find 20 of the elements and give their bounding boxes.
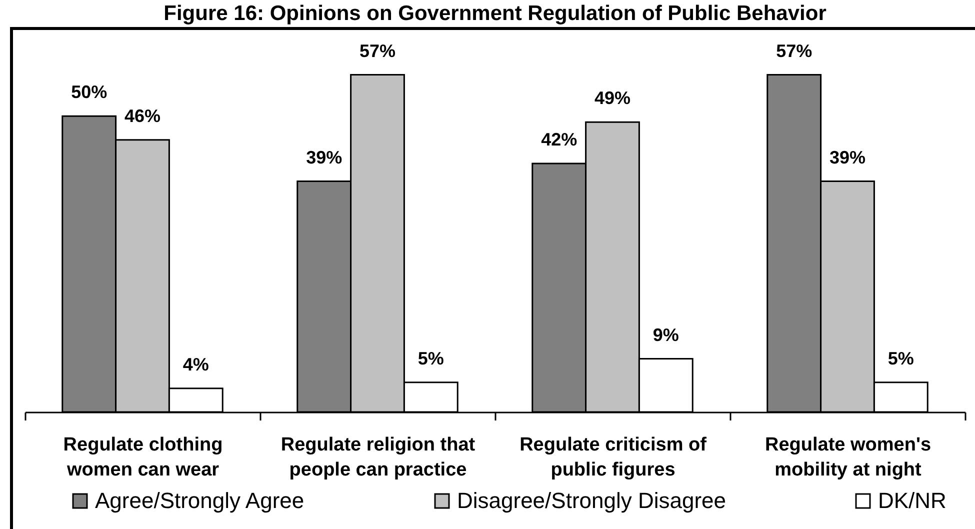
data-label: 57% bbox=[359, 40, 396, 61]
data-label: 4% bbox=[182, 354, 209, 374]
legend-label: Disagree/Strongly Disagree bbox=[457, 488, 726, 513]
data-label: 39% bbox=[306, 147, 342, 168]
data-label: 9% bbox=[652, 324, 679, 345]
data-label: 46% bbox=[124, 106, 161, 126]
data-label: 5% bbox=[888, 348, 914, 368]
data-label: 50% bbox=[71, 82, 108, 102]
legend-label: Agree/Strongly Agree bbox=[95, 488, 304, 513]
legend-label: DK/NR bbox=[878, 488, 946, 513]
data-label: 39% bbox=[829, 147, 866, 168]
x-tick-label: Regulate criticism of public figures bbox=[520, 434, 708, 480]
x-tick-label: Regulate religion that people can practice bbox=[280, 434, 476, 480]
x-tick-label: Regulate women's mobility at night bbox=[764, 434, 932, 480]
data-label: 5% bbox=[418, 348, 444, 368]
data-label: 42% bbox=[541, 130, 578, 150]
data-label: 57% bbox=[776, 40, 812, 61]
x-tick-label: Regulate clothing women can wear bbox=[63, 434, 223, 480]
data-label: 49% bbox=[594, 88, 631, 108]
chart-title: Figure 16: Opinions on Government Regulation of Public Behavior bbox=[164, 2, 826, 25]
